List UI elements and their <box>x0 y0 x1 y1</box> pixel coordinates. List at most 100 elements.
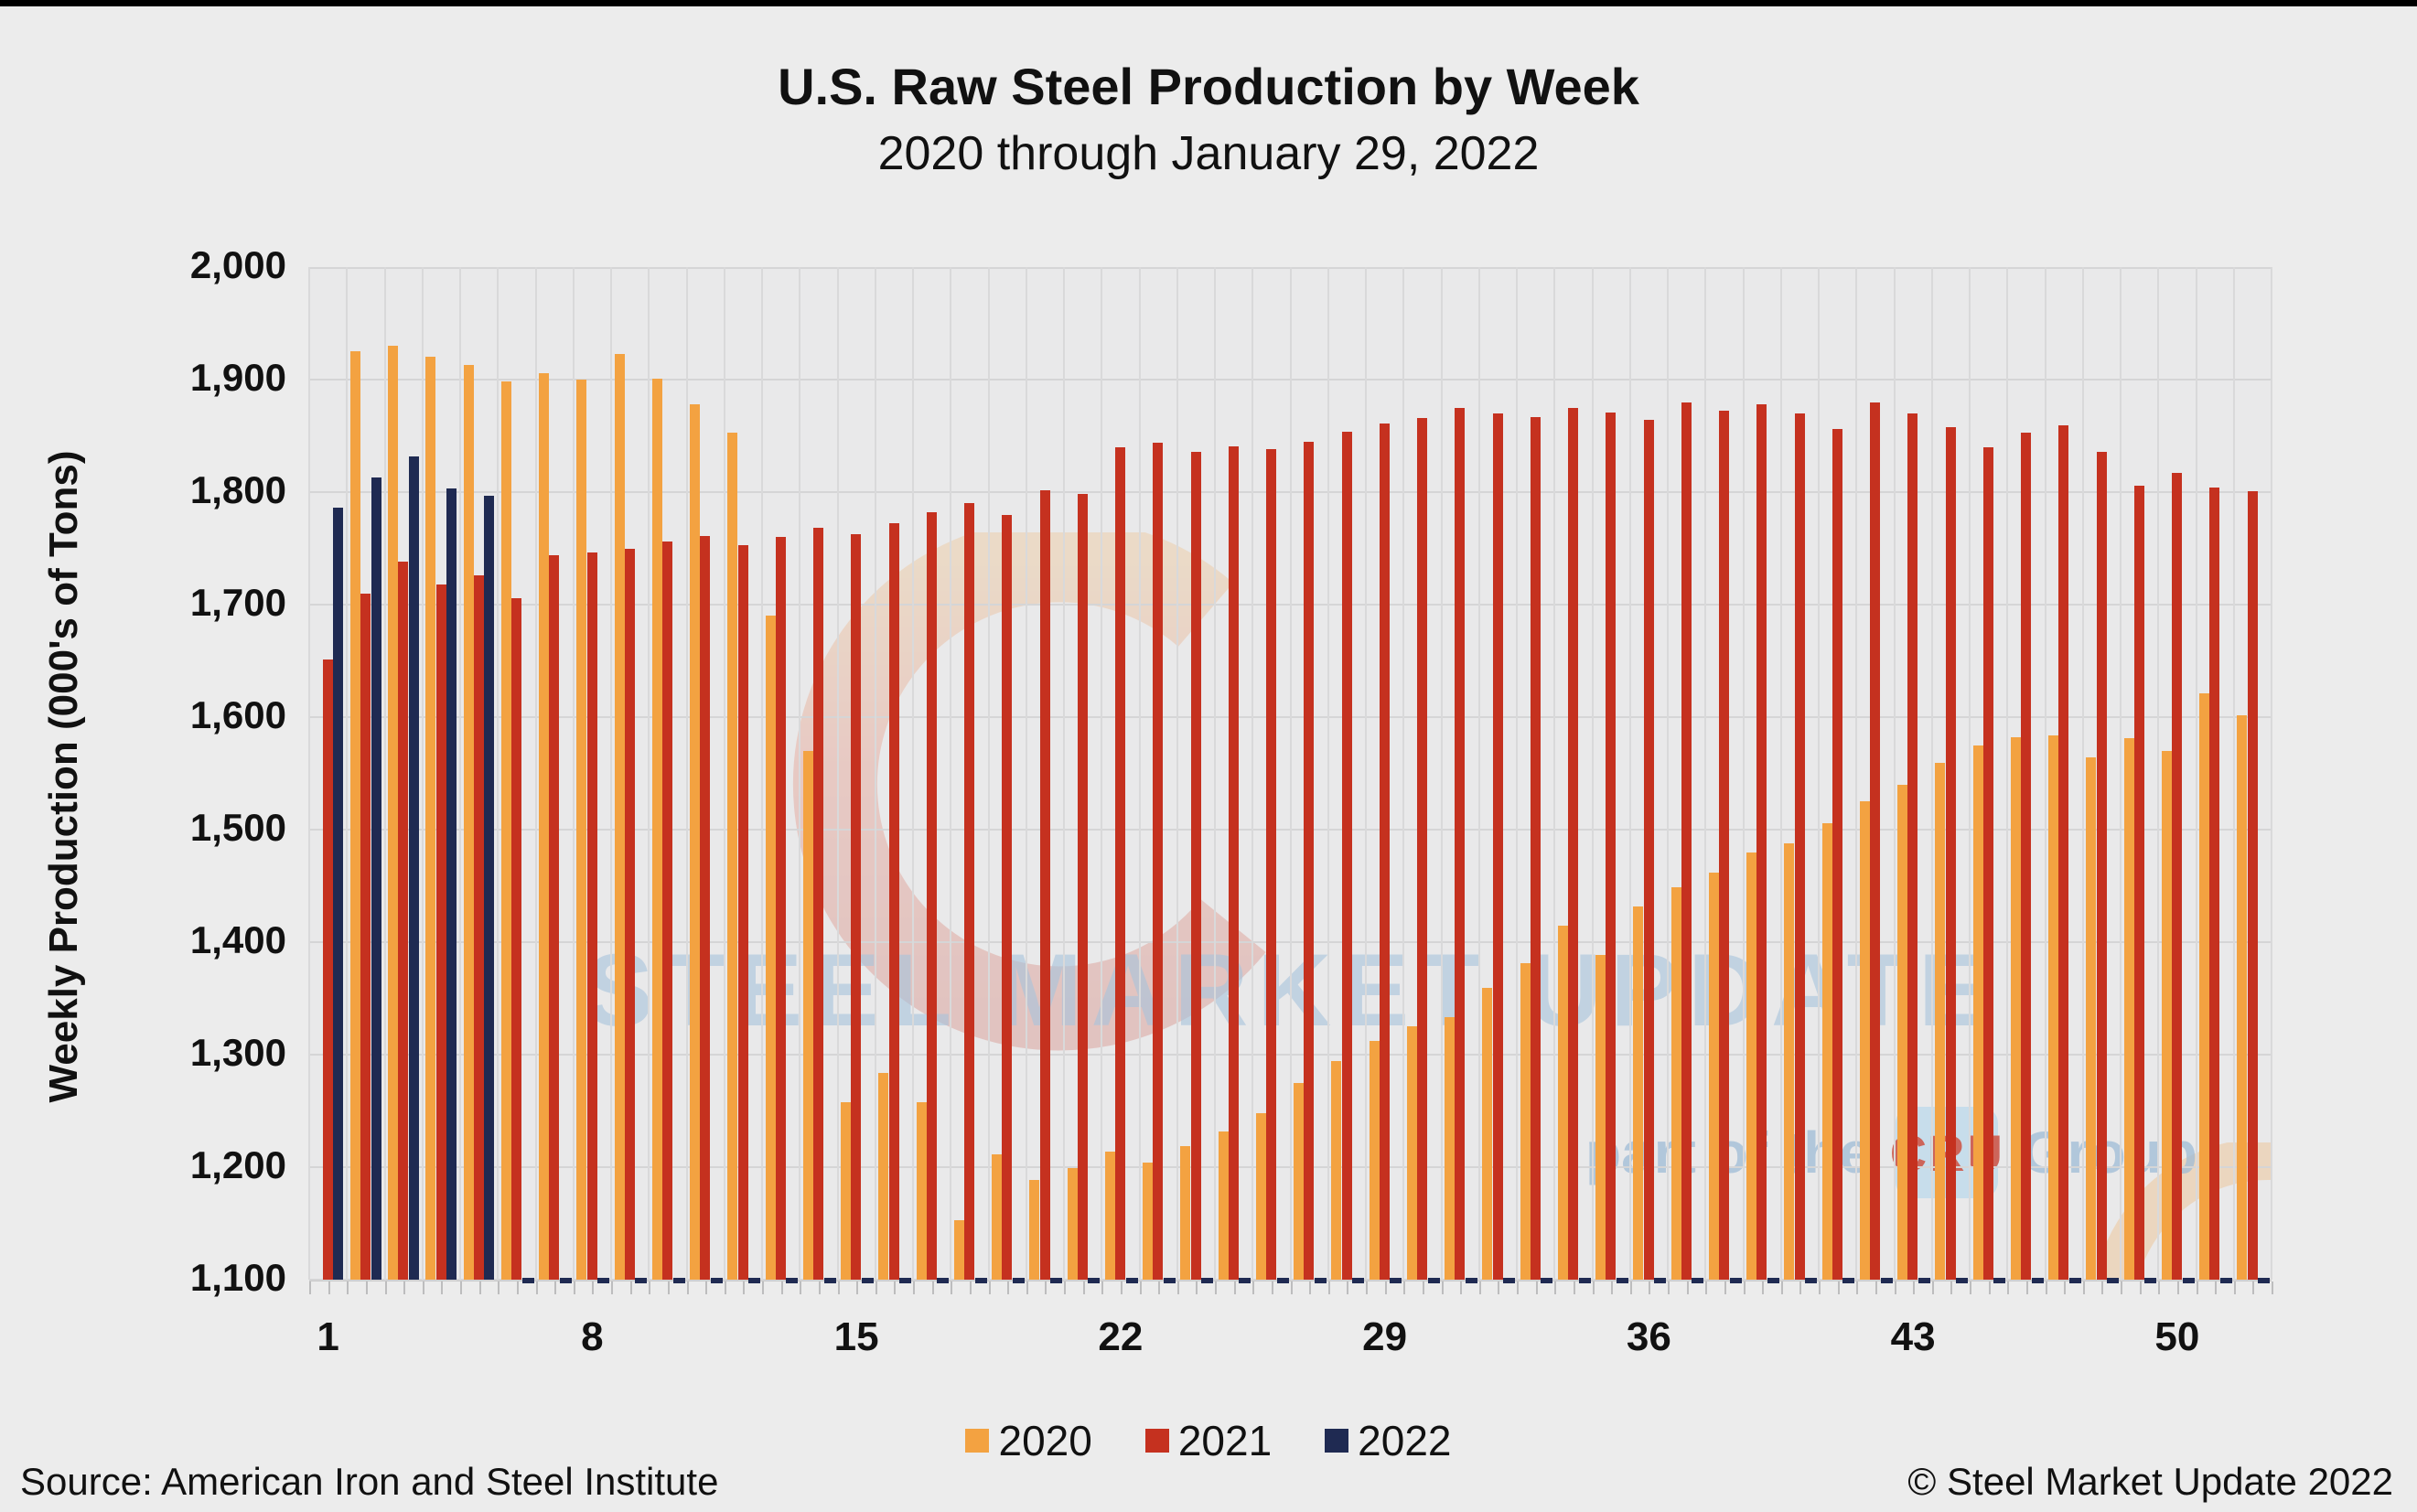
source-note: Source: American Iron and Steel Institut… <box>20 1460 719 1503</box>
x-axis-tick <box>1233 1281 1236 1294</box>
bar-2021-week-18 <box>964 503 975 1280</box>
x-axis-tick <box>1535 1281 1538 1294</box>
gridline-vertical <box>346 267 349 1280</box>
bar-2020-week-44 <box>1935 763 1946 1280</box>
bar-2020-week-7 <box>539 372 549 1280</box>
bar-2021-week-39 <box>1756 404 1767 1280</box>
bar-2020-week-13 <box>765 616 776 1280</box>
x-axis-tick <box>1478 1281 1481 1294</box>
legend-label-2020: 2020 <box>998 1417 1092 1464</box>
bar-2021-week-46 <box>2021 432 2032 1280</box>
gridline-horizontal <box>309 1279 2272 1281</box>
legend-swatch-2020 <box>965 1429 990 1453</box>
baseline-dash-2022-week-36 <box>1654 1278 1667 1283</box>
gridline-vertical <box>1176 267 1178 1280</box>
x-axis-tick <box>1762 1281 1765 1294</box>
gridline-vertical <box>761 267 763 1280</box>
x-axis-tick <box>611 1281 613 1294</box>
x-axis-tick <box>894 1281 897 1294</box>
gridline-vertical <box>2006 267 2009 1280</box>
legend-swatch-2022 <box>1325 1429 1349 1453</box>
bar-2021-week-41 <box>1832 429 1842 1280</box>
bar-2020-week-3 <box>388 346 398 1280</box>
bar-2020-week-38 <box>1708 872 1719 1280</box>
bar-2020-week-49 <box>2123 738 2134 1280</box>
x-tick-label: 8 <box>581 1314 604 1359</box>
x-axis-tick <box>2176 1281 2179 1294</box>
bar-2021-week-32 <box>1492 413 1503 1280</box>
gridline-vertical <box>1553 267 1556 1280</box>
baseline-dash-2022-week-33 <box>1541 1278 1553 1283</box>
copyright-note: © Steel Market Update 2022 <box>1907 1460 2393 1503</box>
x-axis-tick <box>460 1281 462 1294</box>
gridline-vertical <box>874 267 876 1280</box>
x-axis-tick <box>1913 1281 1916 1294</box>
bar-2021-week-23 <box>1153 442 1164 1280</box>
x-axis-tick <box>951 1281 953 1294</box>
bar-2020-week-19 <box>992 1154 1002 1280</box>
x-tick-label: 50 <box>2154 1314 2200 1359</box>
bar-2020-week-40 <box>1784 842 1795 1280</box>
x-axis-tick <box>498 1281 500 1294</box>
bar-2020-week-15 <box>841 1101 851 1280</box>
gridline-vertical <box>1101 267 1103 1280</box>
gridline-vertical <box>1628 267 1631 1280</box>
bar-2020-week-46 <box>2010 737 2021 1280</box>
gridline-vertical <box>1591 267 1594 1280</box>
gridline-vertical <box>383 267 386 1280</box>
x-axis-tick <box>686 1281 689 1294</box>
gridline-vertical <box>459 267 461 1280</box>
baseline-dash-2022-week-12 <box>748 1278 761 1283</box>
x-axis-tick <box>2045 1281 2047 1294</box>
bar-2021-week-8 <box>586 552 597 1280</box>
x-axis-tick <box>969 1281 972 1294</box>
bar-2020-week-34 <box>1557 925 1568 1280</box>
gridline-vertical <box>497 267 500 1280</box>
baseline-dash-2022-week-40 <box>1805 1278 1818 1283</box>
x-axis-tick <box>837 1281 840 1294</box>
bar-2020-week-12 <box>727 432 738 1280</box>
x-tick-label: 36 <box>1626 1314 1671 1359</box>
x-axis-tick <box>328 1281 330 1294</box>
x-axis-tick <box>1592 1281 1595 1294</box>
bar-2020-week-8 <box>576 380 587 1280</box>
baseline-dash-2022-week-29 <box>1390 1278 1402 1283</box>
x-axis-tick <box>1327 1281 1330 1294</box>
bar-2020-week-24 <box>1180 1145 1191 1280</box>
bar-2021-week-5 <box>473 575 484 1280</box>
bar-2021-week-28 <box>1341 431 1352 1280</box>
x-axis-tick <box>1347 1281 1349 1294</box>
gridline-vertical <box>572 267 575 1280</box>
x-axis-tick <box>1743 1281 1746 1294</box>
baseline-dash-2022-week-38 <box>1729 1278 1742 1283</box>
x-axis-tick <box>347 1281 349 1294</box>
baseline-dash-2022-week-17 <box>937 1278 950 1283</box>
bar-2021-week-15 <box>851 533 862 1280</box>
baseline-dash-2022-week-10 <box>672 1278 685 1283</box>
bar-2021-week-13 <box>775 537 786 1280</box>
bar-2020-week-16 <box>878 1072 889 1280</box>
x-axis-tick <box>1252 1281 1255 1294</box>
gridline-vertical <box>1440 267 1443 1280</box>
gridline-vertical <box>1138 267 1141 1280</box>
x-axis-tick <box>1517 1281 1519 1294</box>
x-axis-tick <box>1271 1281 1273 1294</box>
x-axis-tick <box>2158 1281 2161 1294</box>
baseline-dash-2022-week-13 <box>786 1278 799 1283</box>
x-axis-tick <box>1894 1281 1896 1294</box>
bar-2021-week-33 <box>1530 416 1541 1280</box>
bar-2020-week-27 <box>1294 1082 1304 1280</box>
x-axis-tick <box>573 1281 575 1294</box>
x-axis-tick <box>2252 1281 2255 1294</box>
x-axis-tick <box>1988 1281 1991 1294</box>
x-axis-tick <box>2196 1281 2198 1294</box>
gridline-vertical <box>1327 267 1329 1280</box>
bar-2021-week-10 <box>662 542 673 1280</box>
bar-2021-week-50 <box>2172 473 2183 1280</box>
bar-2020-week-31 <box>1445 1017 1455 1280</box>
baseline-dash-2022-week-35 <box>1616 1278 1628 1283</box>
x-axis-tick <box>2025 1281 2028 1294</box>
gridline-vertical <box>2271 267 2272 1280</box>
bar-2021-week-2 <box>360 593 371 1280</box>
x-axis-tick <box>1875 1281 1877 1294</box>
